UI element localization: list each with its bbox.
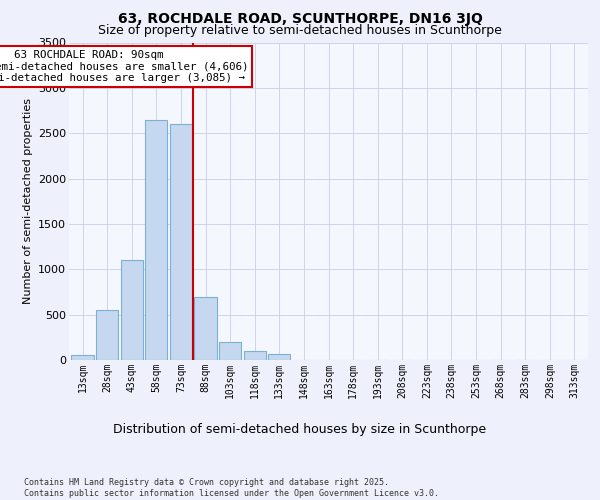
Bar <box>219 342 241 360</box>
Y-axis label: Number of semi-detached properties: Number of semi-detached properties <box>23 98 32 304</box>
Text: Distribution of semi-detached houses by size in Scunthorpe: Distribution of semi-detached houses by … <box>113 422 487 436</box>
Bar <box>71 356 94 360</box>
Bar <box>194 296 217 360</box>
Text: 63, ROCHDALE ROAD, SCUNTHORPE, DN16 3JQ: 63, ROCHDALE ROAD, SCUNTHORPE, DN16 3JQ <box>118 12 482 26</box>
Bar <box>145 120 167 360</box>
Bar <box>268 354 290 360</box>
Bar <box>244 351 266 360</box>
Text: Contains HM Land Registry data © Crown copyright and database right 2025.
Contai: Contains HM Land Registry data © Crown c… <box>24 478 439 498</box>
Text: 63 ROCHDALE ROAD: 90sqm
← 58% of semi-detached houses are smaller (4,606)
39% of: 63 ROCHDALE ROAD: 90sqm ← 58% of semi-de… <box>0 50 248 83</box>
Text: Size of property relative to semi-detached houses in Scunthorpe: Size of property relative to semi-detach… <box>98 24 502 37</box>
Bar <box>121 260 143 360</box>
Bar <box>96 310 118 360</box>
Bar <box>170 124 192 360</box>
